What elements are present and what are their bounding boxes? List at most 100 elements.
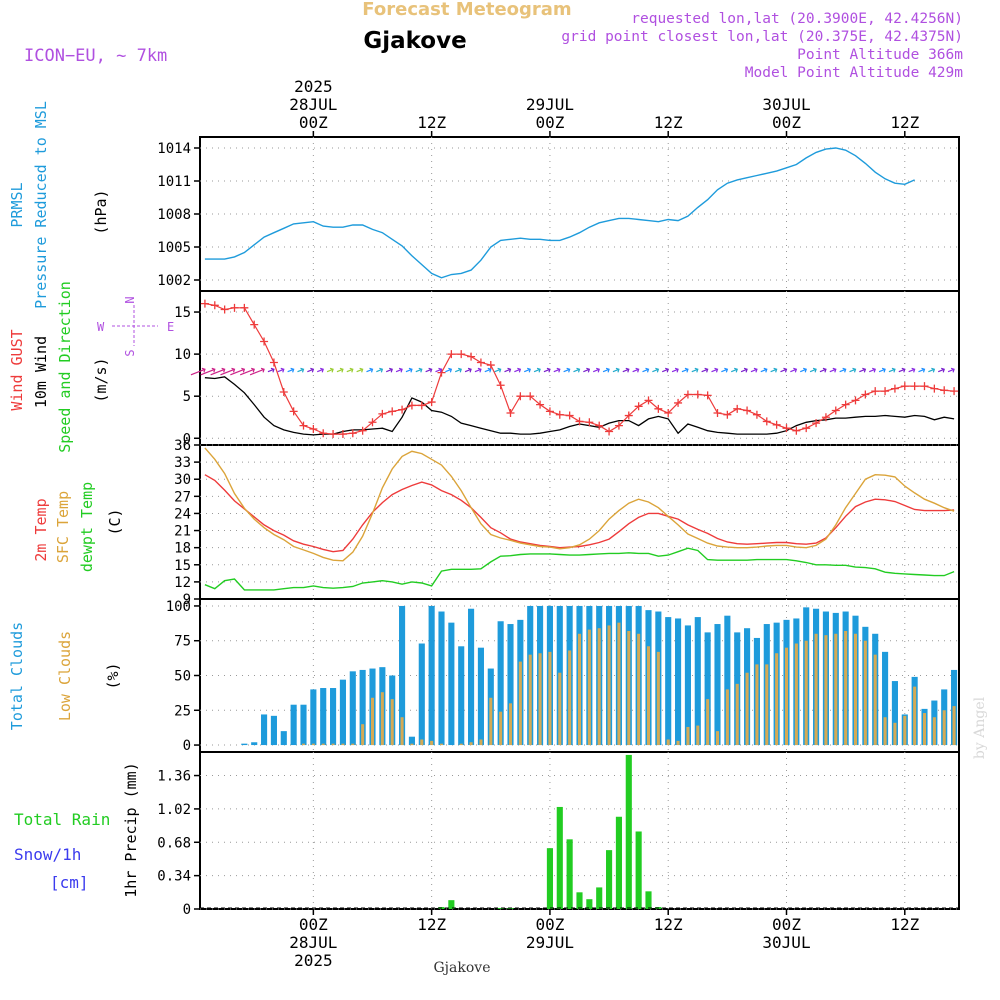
gust-marker	[467, 352, 476, 361]
low-cloud-bar	[459, 743, 463, 746]
low-cloud-bar	[775, 653, 779, 746]
total-clouds-label: Total Clouds	[8, 622, 26, 730]
precip-unit-label: 1hr Precip (mm)	[122, 762, 140, 897]
wind-direction-arrow	[533, 367, 541, 373]
gust-marker	[881, 387, 890, 396]
credit-watermark: by Angel	[972, 696, 988, 759]
rain-bar	[606, 850, 613, 909]
gust-marker	[831, 406, 840, 415]
low-cloud-bar	[370, 697, 375, 746]
gust-marker	[269, 358, 278, 367]
wind-ytick-label: 10	[174, 347, 191, 363]
wind-direction-label: Speed and Direction	[56, 281, 74, 453]
pressure-frame	[199, 136, 960, 292]
wind-direction-arrow	[573, 367, 581, 373]
wind-direction-arrow	[307, 367, 315, 373]
rain-bar	[615, 816, 622, 909]
footer-location: Gjakove	[434, 960, 491, 976]
wind-direction-arrow	[346, 367, 354, 373]
gust-marker	[210, 301, 219, 310]
gust-marker	[772, 420, 781, 429]
low-cloud-bar	[725, 689, 729, 746]
gust-marker	[644, 396, 653, 405]
gust-marker	[664, 409, 673, 418]
low-cloud-bar	[952, 706, 956, 746]
gust-marker	[900, 382, 909, 391]
gust-label: Wind GUST	[8, 329, 26, 410]
low-cloud-bar	[528, 654, 532, 746]
wind-direction-arrow	[937, 367, 945, 373]
wind-direction-arrow	[602, 367, 610, 373]
pressure-ytick-label: 1005	[157, 240, 191, 256]
wind-direction-arrow	[366, 367, 374, 373]
top-time-label: 29JUL	[526, 95, 574, 114]
wind-direction-arrow	[799, 367, 807, 373]
compass-cross	[112, 305, 158, 346]
gust-marker	[476, 358, 485, 367]
product-title: Forecast Meteogram	[362, 0, 571, 20]
gust-marker	[634, 402, 643, 411]
wind-direction-arrow	[592, 367, 600, 373]
wind-direction-arrow	[612, 367, 620, 373]
low-cloud-bar	[853, 633, 858, 746]
low-cloud-bar	[942, 710, 946, 746]
low-cloud-bar	[804, 640, 808, 746]
low-cloud-bar	[380, 692, 384, 746]
low-cloud-bar	[715, 731, 720, 746]
gust-marker	[250, 320, 259, 329]
rain-bar	[635, 831, 642, 909]
gust-marker	[752, 410, 761, 419]
rain-bar	[507, 908, 514, 909]
wind-direction-arrow	[809, 367, 817, 373]
temp-frame	[199, 444, 960, 600]
gust-marker	[743, 406, 752, 415]
low-cloud-bar	[577, 633, 582, 746]
rain-bar	[566, 839, 573, 909]
wind-direction-arrow	[839, 367, 847, 373]
low-cloud-bar	[479, 739, 483, 746]
total-cloud-bar	[428, 605, 435, 746]
wind-direction-arrow	[405, 367, 413, 373]
low-cloud-bar	[883, 717, 887, 746]
wind-direction-arrow	[474, 367, 482, 373]
low-cloud-bar	[607, 625, 611, 746]
wind-direction-arrow	[454, 367, 462, 373]
wind-direction-arrow	[691, 367, 699, 373]
total-cloud-bar	[507, 624, 514, 746]
precip-ytick-label: 0.34	[157, 869, 191, 885]
top-time-label: 12Z	[417, 113, 446, 132]
total-cloud-bar	[261, 714, 268, 746]
low-cloud-bar	[331, 743, 335, 746]
top-time-label: 28JUL	[289, 95, 337, 114]
gust-marker	[585, 418, 594, 427]
wind-direction-arrow	[190, 367, 206, 376]
gust-marker	[329, 430, 338, 439]
wind-direction-arrow	[642, 367, 650, 373]
bottom-time-label: 12Z	[417, 915, 446, 934]
top-time-label: 30JUL	[762, 95, 810, 114]
gust-marker	[674, 398, 683, 407]
wind-direction-arrow	[671, 367, 679, 373]
gust-marker	[703, 391, 712, 400]
wind-direction-arrow	[326, 367, 334, 373]
gust-marker	[890, 384, 899, 393]
rain-bar	[497, 908, 504, 909]
bottom-time-label: 28JUL	[289, 933, 337, 952]
pressure-ytick-label: 1002	[157, 273, 191, 289]
gust-marker	[555, 410, 564, 419]
total-cloud-bar	[724, 615, 731, 746]
total-cloud-bar	[418, 643, 425, 746]
location-title: Gjakove	[363, 28, 466, 54]
precip-ytick-label: 1.36	[157, 769, 191, 785]
wind-direction-arrow	[563, 367, 571, 373]
gust-marker	[851, 396, 860, 405]
wind-direction-arrow	[553, 367, 561, 373]
wind-direction-arrow	[543, 367, 551, 373]
gust-marker	[910, 382, 919, 391]
total-cloud-bar	[330, 688, 337, 746]
gust-marker	[447, 350, 456, 359]
wind-direction-arrow	[267, 367, 275, 373]
gust-marker	[200, 299, 209, 308]
low-cloud-bar	[341, 743, 345, 746]
gust-marker	[496, 381, 505, 390]
